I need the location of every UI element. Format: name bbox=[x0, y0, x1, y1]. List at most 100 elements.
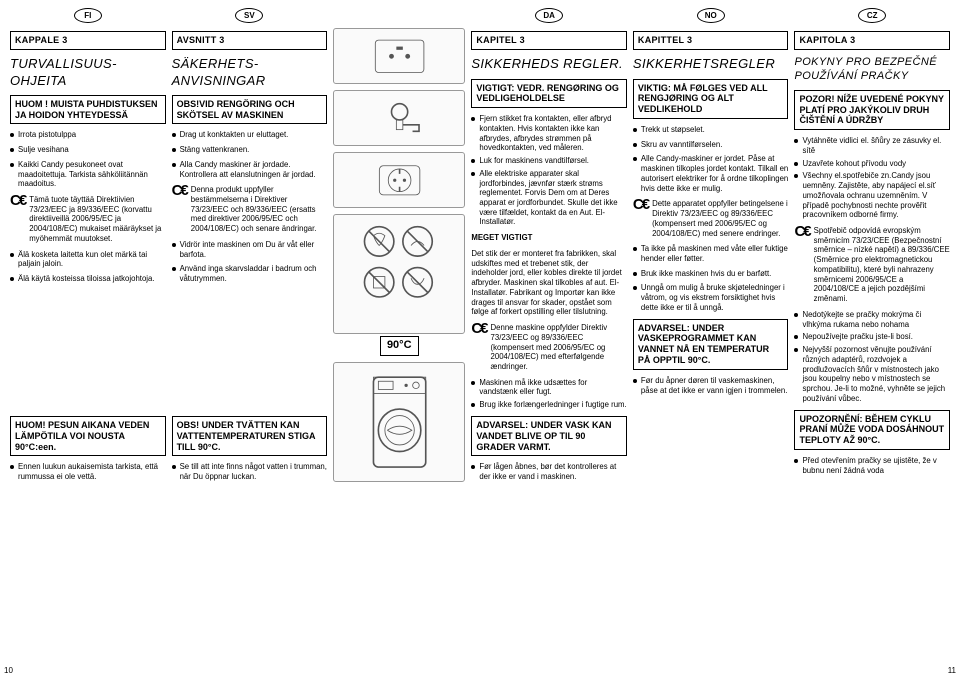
washing-machine-icon bbox=[333, 362, 465, 482]
bullet-list: Ennen luukun aukaisemista tarkista, että… bbox=[10, 462, 166, 481]
list-item: Använd inga skarvsladdar i badrum och vå… bbox=[172, 264, 328, 283]
ce-mark-icon: C€ bbox=[633, 199, 648, 211]
list-item: Uzavřete kohout přívodu vody bbox=[794, 159, 950, 169]
list-item: Älä kosketa laitetta kun olet märkä tai … bbox=[10, 250, 166, 269]
bullet-list: Trekk ut støpselet. Skru av vanntilførse… bbox=[633, 125, 789, 193]
bullet-list: Irrota pistotulppa Sulje vesihana Kaikki… bbox=[10, 130, 166, 189]
bullet-list: Før lågen åbnes, bør det kontrolleres at… bbox=[471, 462, 627, 481]
list-item: Vytáhněte vidlici el. šňůry ze zásuvky e… bbox=[794, 136, 950, 155]
section-title: TURVALLISUUS-OHJEITA bbox=[10, 56, 166, 89]
list-item: Ennen luukun aukaisemista tarkista, että… bbox=[10, 462, 166, 481]
list-item: Drag ut konktakten ur eluttaget. bbox=[172, 130, 328, 140]
ce-mark-icon: C€ bbox=[471, 323, 486, 335]
bullet-list: Vytáhněte vidlici el. šňůry ze zásuvky e… bbox=[794, 136, 950, 220]
list-item: Se till att inte finns något vatten i tr… bbox=[172, 462, 328, 481]
bullet-list: Nedotýkejte se pračky mokrýma či vlhkýma… bbox=[794, 310, 950, 404]
ce-paragraph: C€ Denne maskine oppfylder Direktiv 73/2… bbox=[471, 323, 627, 372]
lang-badge: FI bbox=[74, 8, 102, 23]
bullet-list: Fjern stikket fra kontakten, eller afbry… bbox=[471, 114, 627, 227]
subtitle-box: POZOR! NÍŽE UVEDENÉ POKYNY PLATÍ PRO JAK… bbox=[794, 90, 950, 130]
list-item: Sulje vesihana bbox=[10, 145, 166, 155]
section-title: SIKKERHETSREGLER bbox=[633, 56, 789, 72]
chapter-box: KAPITEL 3 bbox=[471, 31, 627, 50]
warning-box: ADVARSEL: UNDER VASKEPROGRAMMET KAN VANN… bbox=[633, 319, 789, 370]
warning-box: OBS! UNDER TVÄTTEN KAN VATTENTEMPERATURE… bbox=[172, 416, 328, 456]
ninety-degree-label: 90°C bbox=[380, 336, 419, 356]
column-illustrations: 90°C bbox=[333, 8, 465, 482]
warning-box: ADVARSEL: UNDER VASK KAN VANDET BLIVE OP… bbox=[471, 416, 627, 456]
list-item: Älä käytä kosteissa tiloissa jatkojohtoj… bbox=[10, 274, 166, 284]
list-item: Kaikki Candy pesukoneet ovat maadoitettu… bbox=[10, 160, 166, 189]
list-item: Všechny el.spotřebiče zn.Candy jsou uemn… bbox=[794, 171, 950, 220]
meget-vigtigt-heading: MEGET VIGTIGT bbox=[471, 233, 627, 243]
list-item: Fjern stikket fra kontakten, eller afbry… bbox=[471, 114, 627, 153]
list-item: Maskinen må ikke udsættes for vandstænk … bbox=[471, 378, 627, 397]
list-item: Alle elektriske apparater skal jordforbi… bbox=[471, 169, 627, 227]
list-item: Skru av vanntilførselen. bbox=[633, 140, 789, 150]
bullet-list: Se till att inte finns något vatten i tr… bbox=[172, 462, 328, 481]
list-item: Alla Candy maskiner är jordade. Kontroll… bbox=[172, 160, 328, 179]
column-da: DA KAPITEL 3 SIKKERHEDS REGLER. VIGTIGT:… bbox=[471, 8, 627, 482]
warning-box: UPOZORNĚNÍ: BĚHEM CYKLU PRANÍ MŮŽE VODA … bbox=[794, 410, 950, 450]
subtitle-box: VIKTIG: MÅ FØLGES VED ALL RENGJØRING OG … bbox=[633, 79, 789, 119]
lang-badge: DA bbox=[535, 8, 563, 23]
ce-mark-icon: C€ bbox=[794, 226, 809, 238]
chapter-box: AVSNITT 3 bbox=[172, 31, 328, 50]
page-number-left: 10 bbox=[4, 666, 13, 676]
ce-text: Denne maskine oppfylder Direktiv 73/23/E… bbox=[491, 323, 627, 372]
lang-badge: NO bbox=[697, 8, 725, 23]
list-item: Stäng vattenkranen. bbox=[172, 145, 328, 155]
lang-badge: SV bbox=[235, 8, 263, 23]
ce-mark-icon: C€ bbox=[172, 185, 187, 197]
bullet-list: Før du åpner døren til vaskemaskinen, på… bbox=[633, 376, 789, 395]
ce-paragraph: C€ Spotřebič odpovídá evropským směrnicí… bbox=[794, 226, 950, 304]
list-item: Ta ikke på maskinen med våte eller fukti… bbox=[633, 244, 789, 263]
list-item: Vidrör inte maskinen om Du är våt eller … bbox=[172, 240, 328, 259]
lang-badge: CZ bbox=[858, 8, 886, 23]
list-item: Nepoužívejte pračku jste-li bosí. bbox=[794, 332, 950, 342]
page-number-right: 11 bbox=[948, 666, 956, 676]
list-item: Unngå om mulig å bruke skjøteledninger i… bbox=[633, 283, 789, 312]
ce-paragraph: C€ Tämä tuote täyttää Direktiivien 73/23… bbox=[10, 195, 166, 244]
ce-text: Denna produkt uppfyller bestämmelserna i… bbox=[191, 185, 327, 234]
ground-plug-icon bbox=[333, 152, 465, 208]
bullet-list: Älä kosketa laitetta kun olet märkä tai … bbox=[10, 250, 166, 284]
section-title: SIKKERHEDS REGLER. bbox=[471, 56, 627, 72]
column-sv: SV AVSNITT 3 SÄKERHETS-ANVISNINGAR OBS!V… bbox=[172, 8, 328, 482]
list-item: Brug ikke forlængerledninger i fugtige r… bbox=[471, 400, 627, 410]
list-item: Luk for maskinens vandtilførsel. bbox=[471, 156, 627, 166]
ce-mark-icon: C€ bbox=[10, 195, 25, 207]
paragraph: Det stik der er monteret fra fabrikken, … bbox=[471, 249, 627, 317]
section-title: POKYNY PRO BEZPEČNÉ POUŽÍVÁNÍ PRAČKY bbox=[794, 56, 950, 84]
column-no: NO KAPITTEL 3 SIKKERHETSREGLER VIKTIG: M… bbox=[633, 8, 789, 482]
list-item: Před otevřením pračky se ujistěte, že v … bbox=[794, 456, 950, 475]
plug-socket-icon bbox=[333, 28, 465, 84]
bullet-list: Ta ikke på maskinen med våte eller fukti… bbox=[633, 244, 789, 312]
subtitle-box: VIGTIGT: VEDR. RENGØRING OG VEDLIGEHOLDE… bbox=[471, 79, 627, 109]
list-item: Før lågen åbnes, bør det kontrolleres at… bbox=[471, 462, 627, 481]
list-item: Før du åpner døren til vaskemaskinen, på… bbox=[633, 376, 789, 395]
section-title: SÄKERHETS-ANVISNINGAR bbox=[172, 56, 328, 89]
no-wet-use-icon bbox=[333, 214, 465, 334]
list-item: Nedotýkejte se pračky mokrýma či vlhkýma… bbox=[794, 310, 950, 329]
chapter-box: KAPPALE 3 bbox=[10, 31, 166, 50]
list-item: Nejvyšší pozornost věnujte používání růz… bbox=[794, 345, 950, 403]
bullet-list: Drag ut konktakten ur eluttaget. Stäng v… bbox=[172, 130, 328, 179]
ce-text: Spotřebič odpovídá evropským směrnicím 7… bbox=[814, 226, 950, 304]
chapter-box: KAPITTEL 3 bbox=[633, 31, 789, 50]
bullet-list: Před otevřením pračky se ujistěte, že v … bbox=[794, 456, 950, 475]
list-item: Trekk ut støpselet. bbox=[633, 125, 789, 135]
ce-paragraph: C€ Dette apparatet oppfyller betingelsen… bbox=[633, 199, 789, 238]
tap-icon bbox=[333, 90, 465, 146]
ce-text: Tämä tuote täyttää Direktiivien 73/23/EE… bbox=[29, 195, 165, 244]
subtitle-box: HUOM ! MUISTA PUHDISTUKSEN JA HOIDON YHT… bbox=[10, 95, 166, 125]
list-item: Bruk ikke maskinen hvis du er barføtt. bbox=[633, 269, 789, 279]
ce-paragraph: C€ Denna produkt uppfyller bestämmelsern… bbox=[172, 185, 328, 234]
subtitle-box: OBS!VID RENGÖRING OCH SKÖTSEL AV MASKINE… bbox=[172, 95, 328, 125]
list-item: Irrota pistotulppa bbox=[10, 130, 166, 140]
column-cz: CZ KAPITOLA 3 POKYNY PRO BEZPEČNÉ POUŽÍV… bbox=[794, 8, 950, 482]
column-fi: FI KAPPALE 3 TURVALLISUUS-OHJEITA HUOM !… bbox=[10, 8, 166, 482]
ce-text: Dette apparatet oppfyller betingelsene i… bbox=[652, 199, 788, 238]
bullet-list: Vidrör inte maskinen om Du är våt eller … bbox=[172, 240, 328, 284]
list-item: Alle Candy-maskiner er jordet. Påse at m… bbox=[633, 154, 789, 193]
